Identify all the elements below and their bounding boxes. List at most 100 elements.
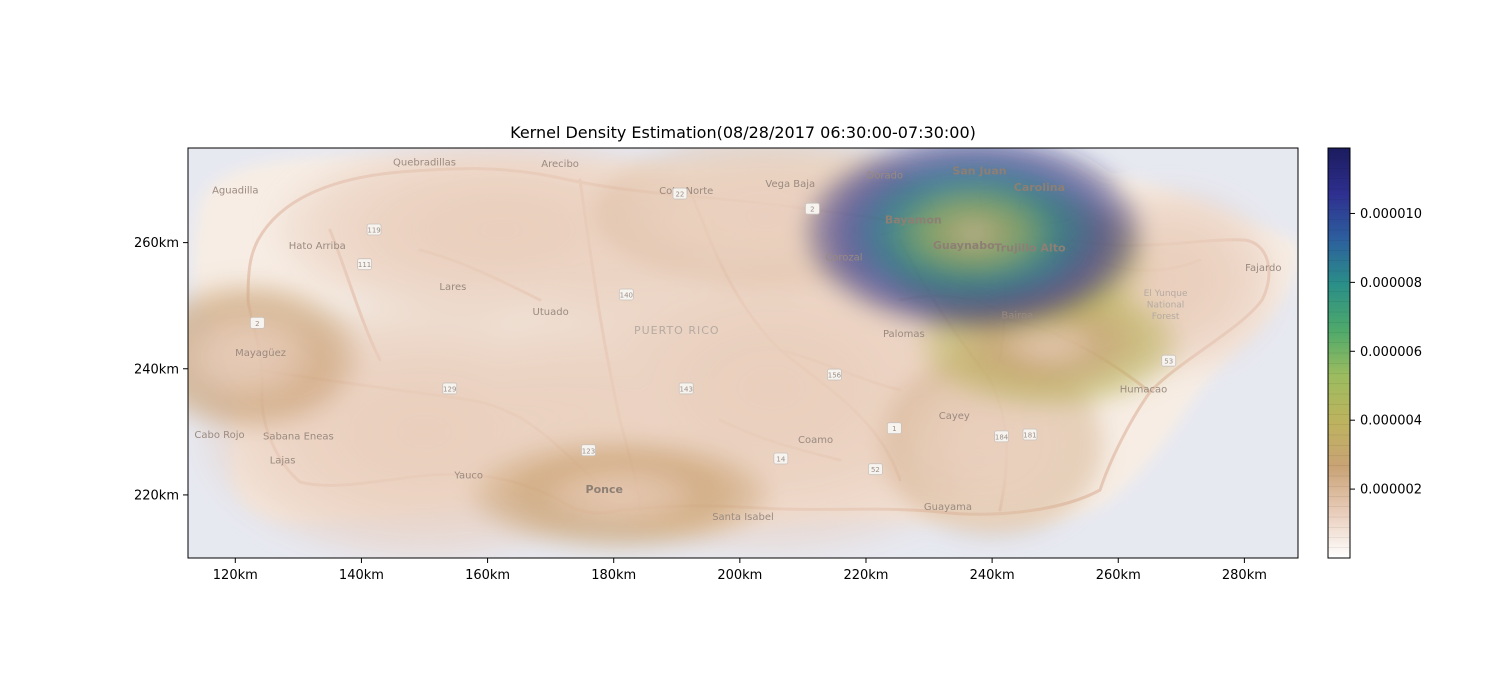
road-shield-icon [1022,428,1038,441]
place-label: Yauco [453,471,483,482]
colorbar-contour-lines [1328,157,1350,549]
place-label: Aguadilla [212,185,258,196]
colorbar-tick-label: 0.000004 [1360,414,1422,429]
road-shield-icon [357,258,372,271]
road-shield-label: 14 [776,455,785,463]
map-area: Quebradillas Arecibo Aguadilla Vega Baja Dor… [188,148,1298,558]
plot-frame [187,147,1299,559]
road-shield-label: 184 [995,433,1009,441]
road-shield: 140 [618,288,634,301]
region-label: PUERTO RICO [634,324,720,337]
road-shield: 14 [773,452,789,465]
place-label: Trujillo Alto [994,241,1066,254]
road-shield-label: 22 [675,191,684,199]
place-label: Sabana Eneas [263,431,334,442]
place-label: Cabo Rojo [194,430,244,441]
road-shield-label: 140 [620,291,633,299]
road-shield-label: 119 [367,227,380,235]
y-axis: 220km 240km 260km [134,236,188,503]
forest-label: El Yunque National Forest [1144,289,1188,322]
x-tick-label: 240km [970,568,1015,583]
road-shield: 129 [442,382,458,395]
colorbar-tick-label: 0.000006 [1360,345,1422,360]
road-shield: 119 [366,223,382,236]
place-label: Lares [439,282,466,293]
road-shield-icon [827,368,842,381]
road-shield-label: 143 [680,385,693,393]
road-shield-label: 181 [1023,432,1036,440]
road-shield-label: 129 [443,385,456,393]
kde-contour [602,488,638,502]
place-label: Carolina [1014,181,1065,194]
road-shield-icon [581,444,596,457]
road-shield: 1 [886,422,902,435]
x-axis: 120km 140km 160km 180km 200km 220km 240km 260km… [213,558,1267,583]
x-tick-label: 140km [339,568,384,583]
forest-label-line: Forest [1152,312,1180,322]
kde-density-layer [188,148,1283,558]
road-shield-label: 123 [582,447,595,455]
colorbar-gradient [1328,148,1350,558]
x-tick-label: 120km [213,568,258,583]
road-shield-icon [868,463,883,476]
y-tick-label: 240km [134,362,179,377]
forest-label-line: National [1147,301,1185,311]
place-label: Quebradillas [393,158,456,169]
kde-contour [741,368,802,408]
kde-contour [1155,269,1182,292]
road-shield: 181 [1022,428,1038,441]
x-tick-label: 200km [717,568,762,583]
road-shield: 156 [827,368,842,381]
colorbar-tick-label: 0.000010 [1360,207,1422,222]
place-label: Palomas [883,329,925,340]
road-shield-label: 2 [255,320,259,328]
road-shield-icon [1161,354,1177,367]
road-shield-icon [442,382,458,395]
kde-contour [234,347,261,365]
road-shield-icon [773,452,789,465]
place-label: Hato Arriba [289,241,346,252]
place-label: Coamo [798,435,833,446]
road-shield-label: 1 [892,425,896,433]
road-shield-icon [678,382,694,395]
road-shield: 184 [994,430,1009,443]
road-shield: 143 [678,382,694,395]
place-label: Vega Baja [765,179,815,190]
road-shield-label: 52 [871,466,880,474]
place-label: Ponce [586,483,623,496]
forest-label-line: El Yunque [1144,289,1188,299]
place-label: Bairoa [1001,310,1033,321]
x-tick-label: 280km [1222,568,1267,583]
road-shield-icon [672,187,688,200]
place-label: Mayagüez [235,348,286,359]
colorbar-frame [1327,147,1351,559]
place-label: San Juan [952,164,1006,177]
place-label: Bayamon [885,214,942,227]
place-labels: Quebradillas Arecibo Aguadilla Vega Baja Dor… [194,158,1281,523]
place-label: Lajas [270,455,296,466]
road-shield: 52 [868,463,883,476]
x-tick-label: 260km [1096,568,1141,583]
road-shield-label: 111 [358,261,371,269]
kde-contour [474,219,527,241]
place-label: Arecibo [541,159,579,170]
place-label: Dorado [867,170,904,181]
road-shield: 2 [804,202,820,215]
place-label: Corozal [825,252,862,263]
road-shield-label: 156 [828,372,842,380]
place-label: Santa Isabel [712,512,774,523]
road-shield-icon [886,422,902,435]
road-shield-icon [804,202,820,215]
y-tick-label: 260km [134,236,179,251]
colorbar-tick-label: 0.000008 [1360,276,1422,291]
road-shield: 111 [357,258,372,271]
colorbar-ticks: 0.000002 0.000004 0.000006 0.000008 0.000010 [1350,207,1422,498]
place-label: Utuado [533,307,569,318]
kde-contour [745,202,785,220]
road-shield-icon [249,316,265,329]
colorbar-tick-label: 0.000002 [1360,483,1422,498]
place-label: Fajardo [1245,263,1281,274]
x-tick-label: 180km [591,568,636,583]
kde-contour [1033,335,1064,352]
